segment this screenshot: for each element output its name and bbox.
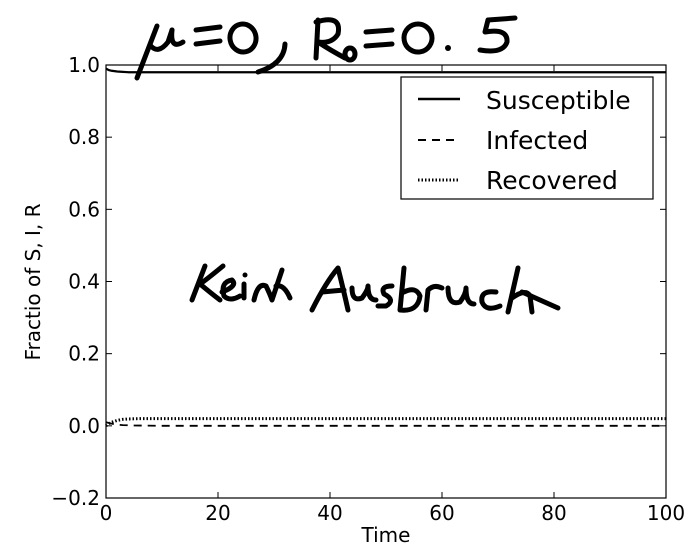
legend-label-infected: Infected <box>486 126 588 155</box>
x-axis: 0 20 40 60 80 100 <box>100 65 685 525</box>
y-axis-label: Fractio of S, I, R <box>21 203 45 360</box>
x-tick-label: 20 <box>205 501 230 525</box>
y-tick-label: 0.6 <box>68 197 100 221</box>
series-line-infected <box>105 421 666 427</box>
x-tick-label: 0 <box>100 501 113 525</box>
handwritten-body-annotation <box>189 263 561 315</box>
y-axis: −0.2 0.0 0.2 0.4 0.6 0.8 1.0 <box>51 53 666 510</box>
legend: Susceptible Infected Recovered <box>400 76 654 200</box>
x-tick-label: 40 <box>317 501 342 525</box>
handwritten-title-annotation <box>134 15 518 81</box>
series-line-susceptible <box>105 67 666 74</box>
legend-label-recovered: Recovered <box>486 166 618 195</box>
x-tick-label: 100 <box>647 501 685 525</box>
y-tick-label: 0.2 <box>68 342 100 366</box>
x-tick-label: 60 <box>429 501 454 525</box>
legend-label-susceptible: Susceptible <box>486 86 631 115</box>
x-tick-label: 80 <box>541 501 566 525</box>
series-line-recovered <box>105 417 666 428</box>
x-axis-label: Time <box>361 523 411 547</box>
y-tick-label: 0.4 <box>68 270 100 294</box>
y-tick-label: 0.0 <box>68 414 100 438</box>
y-tick-label: 1.0 <box>68 53 100 77</box>
y-tick-label: −0.2 <box>51 486 100 510</box>
y-tick-label: 0.8 <box>68 125 100 149</box>
